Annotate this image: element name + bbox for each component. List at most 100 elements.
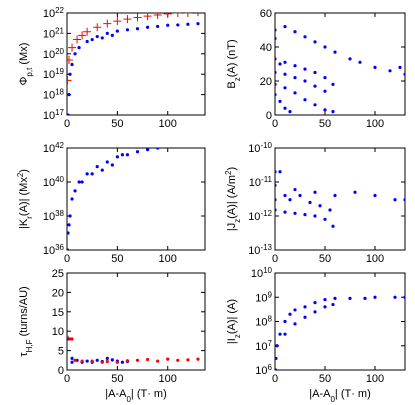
dot-point bbox=[283, 193, 287, 198]
dot-point bbox=[90, 172, 94, 176]
dot-point bbox=[323, 108, 327, 112]
dot-point bbox=[403, 295, 405, 299]
plus-point bbox=[123, 15, 132, 24]
dot-point bbox=[110, 163, 114, 167]
plot-frame bbox=[66, 12, 206, 116]
dot-point bbox=[73, 189, 77, 193]
dot-point bbox=[275, 70, 277, 75]
dot-point bbox=[100, 360, 104, 364]
panel: 0 50 100 10-13 10-12 10-11 10-10 |Jz(A)| (A/m2) bbox=[224, 141, 406, 265]
dot-point bbox=[283, 25, 287, 29]
dot-point bbox=[303, 305, 307, 309]
x-tick-label: 100 bbox=[159, 373, 177, 385]
dot-point bbox=[166, 357, 170, 361]
x-tick-label: 100 bbox=[366, 118, 384, 130]
y-tick-label: 25 bbox=[52, 268, 64, 280]
dot-point bbox=[331, 302, 335, 307]
dot-point bbox=[166, 23, 170, 27]
dot-point bbox=[278, 332, 282, 336]
dot-point bbox=[105, 160, 109, 164]
dot-point bbox=[156, 148, 160, 150]
dot-point bbox=[313, 301, 317, 305]
dot-point bbox=[298, 193, 302, 198]
dot-point bbox=[105, 359, 109, 364]
dot-point bbox=[176, 358, 180, 362]
x-tick-label: 50 bbox=[111, 373, 123, 385]
dot-point bbox=[373, 295, 377, 299]
dot-point bbox=[135, 27, 140, 31]
dot-point bbox=[80, 359, 84, 363]
dot-point bbox=[333, 296, 337, 300]
x-tick-label: 0 bbox=[64, 253, 70, 265]
x-axis-label: |A-A0| (T· m) bbox=[309, 388, 371, 404]
dot-point bbox=[398, 65, 402, 69]
dot-point bbox=[293, 64, 297, 68]
y-tick-label: 10-12 bbox=[248, 209, 272, 224]
points bbox=[275, 170, 405, 228]
panel: 0 50 100 0 20 40 60 Bz(A) (nT) bbox=[226, 8, 406, 130]
dot-point bbox=[275, 28, 277, 32]
dot-point bbox=[67, 231, 70, 235]
plus-point bbox=[78, 31, 87, 40]
panel: 0 50 100 1036 1038 1040 1042 |Kr(A)| (Mx2) bbox=[16, 141, 206, 265]
dot-point bbox=[110, 358, 114, 362]
y-tick-label: 15 bbox=[52, 307, 64, 319]
dot-point bbox=[186, 22, 190, 26]
y-tick-label: 1018 bbox=[43, 87, 65, 102]
points bbox=[275, 25, 405, 114]
x-tick-label: 100 bbox=[159, 118, 177, 130]
dot-point bbox=[333, 193, 337, 198]
y-tick-label: 40 bbox=[260, 42, 272, 54]
dot-point bbox=[293, 91, 297, 95]
panel: 0 50 100 106 107 108 109 1010 |Iz(A)| (A) |A-A0| … bbox=[226, 266, 406, 404]
dot-point bbox=[303, 67, 307, 71]
dot-point bbox=[156, 359, 160, 363]
dot-point bbox=[80, 180, 84, 184]
y-tick-label: 1020 bbox=[43, 46, 65, 61]
y-tick-label: 10 bbox=[52, 326, 64, 338]
y-tick-label: 1019 bbox=[43, 67, 65, 82]
dot-point bbox=[303, 35, 307, 39]
dot-point bbox=[275, 93, 277, 97]
plus-point bbox=[67, 55, 74, 64]
dot-point bbox=[275, 183, 277, 187]
dot-point bbox=[313, 103, 317, 107]
points bbox=[67, 335, 200, 364]
y-tick-label: 1040 bbox=[43, 175, 65, 190]
y-tick-label: 106 bbox=[255, 363, 272, 378]
dot-point bbox=[293, 187, 297, 192]
y-tick-label: 10-11 bbox=[249, 175, 273, 190]
dot-point bbox=[275, 356, 278, 361]
dot-point bbox=[313, 310, 317, 314]
dot-point bbox=[70, 337, 74, 341]
dot-point bbox=[303, 79, 307, 83]
dot-point bbox=[348, 57, 352, 61]
dot-point bbox=[73, 358, 77, 362]
dot-point bbox=[403, 198, 405, 202]
y-tick-label: 0 bbox=[266, 110, 272, 122]
dot-point bbox=[156, 24, 160, 29]
dot-point bbox=[145, 25, 150, 29]
dot-point bbox=[90, 37, 94, 42]
dot-point bbox=[313, 84, 317, 88]
x-tick-label: 50 bbox=[319, 118, 331, 130]
dot-point bbox=[67, 113, 70, 115]
dot-point bbox=[196, 141, 199, 144]
plus-point bbox=[133, 13, 142, 22]
plus-point bbox=[173, 13, 182, 17]
x-axis-label: |A-A0| (T· m) bbox=[105, 388, 167, 404]
dot-point bbox=[85, 172, 89, 176]
plot-frame bbox=[66, 147, 206, 251]
plus-point bbox=[103, 19, 112, 28]
y-tick-label: 1036 bbox=[43, 243, 65, 258]
panel: 0 50 100 1017 1018 1019 1020 1021 1022 Φp,t (Mx) bbox=[18, 6, 206, 130]
x-tick-label: 0 bbox=[64, 373, 70, 385]
dot-point bbox=[308, 200, 312, 205]
plus-point bbox=[153, 13, 162, 19]
dot-point bbox=[303, 212, 307, 217]
dot-point bbox=[100, 36, 104, 40]
dot-point bbox=[145, 357, 150, 362]
dot-point bbox=[323, 76, 327, 80]
x-tick-label: 50 bbox=[319, 253, 331, 265]
